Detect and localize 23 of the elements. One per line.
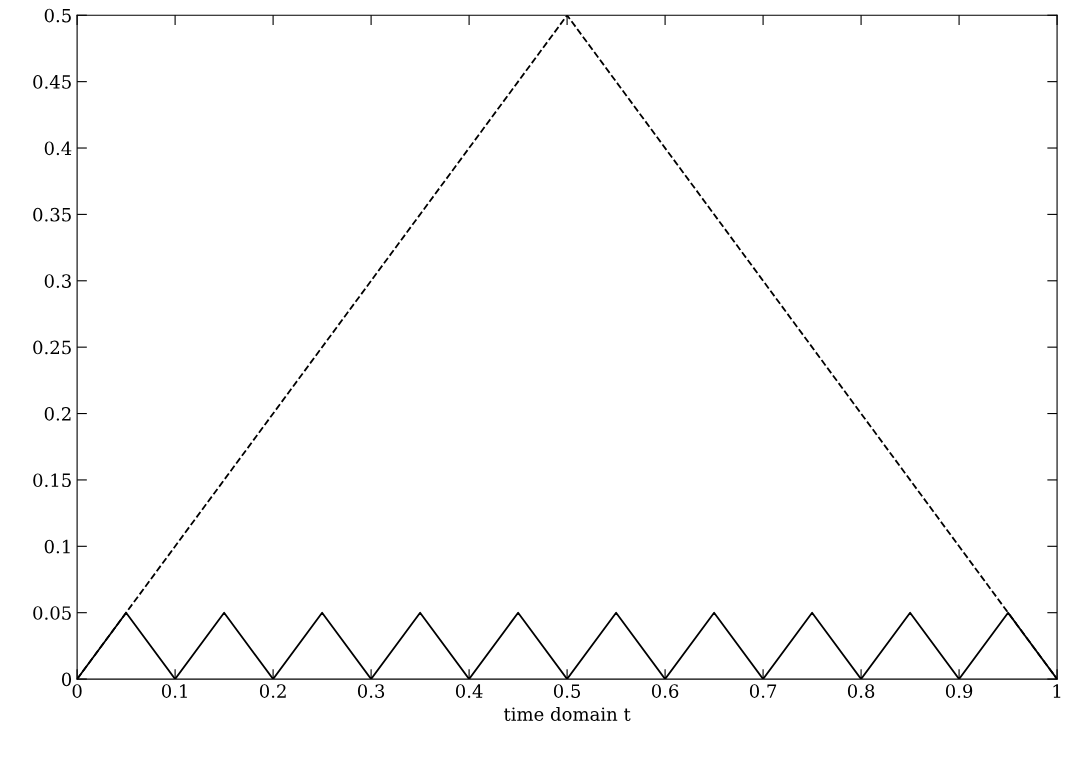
x-tick-label: 0.7 <box>749 684 777 698</box>
x-tick-label: 0 <box>72 684 82 698</box>
x-tick-label: 0.4 <box>455 684 483 698</box>
y-tick-label: 0 <box>61 672 72 687</box>
x-tick-label: 0.2 <box>259 684 286 698</box>
x-tick-label: 0.5 <box>553 684 581 698</box>
y-tick-label: 0.2 <box>44 407 71 421</box>
x-tick-label: 0.9 <box>945 684 973 698</box>
x-tick-label: 0.1 <box>161 684 187 698</box>
x-tick-label: 0.8 <box>847 684 875 698</box>
y-tick-label: 0.25 <box>33 340 71 355</box>
y-tick-label: 0.5 <box>44 8 71 23</box>
x-tick-label: 0.6 <box>651 684 679 698</box>
y-tick-label: 0.1 <box>44 539 70 554</box>
y-tick-label: 0.35 <box>33 207 71 222</box>
y-tick-label: 0.05 <box>33 606 71 620</box>
x-tick-label: 1 <box>1053 684 1061 698</box>
y-tick-label: 0.4 <box>44 141 72 156</box>
y-tick-label: 0.3 <box>44 274 71 288</box>
x-axis-title: time domain t <box>503 706 631 721</box>
x-tick-label: 0.3 <box>357 684 385 698</box>
y-tick-label: 0.45 <box>33 75 71 89</box>
y-tick-label: 0.15 <box>33 473 71 488</box>
